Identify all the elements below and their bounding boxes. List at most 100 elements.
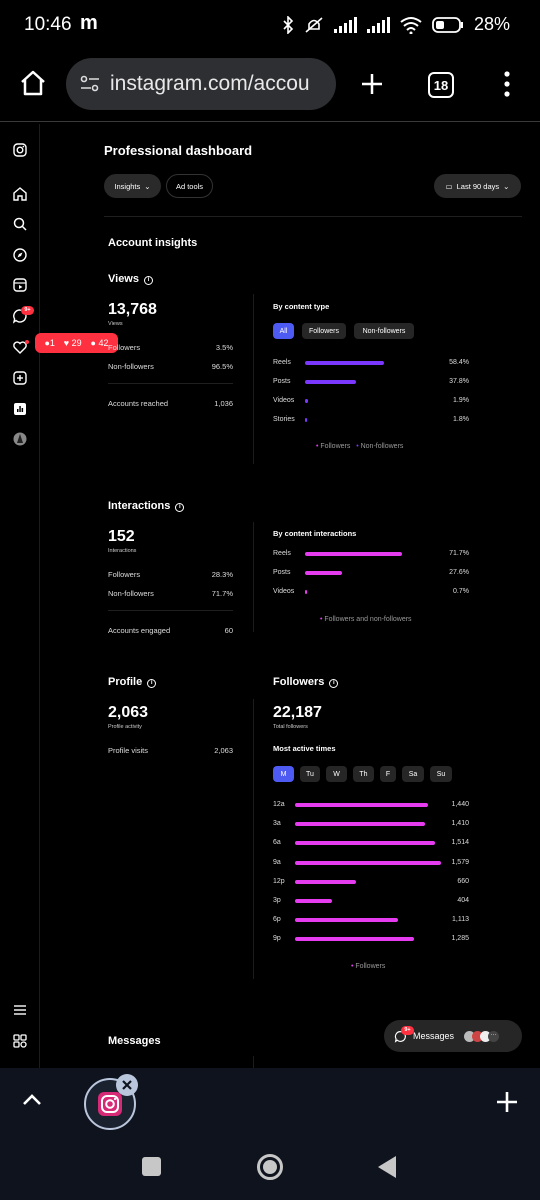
views-nonfollowers-value: 96.5% [211,362,233,371]
filter-all[interactable]: All [273,323,294,339]
recents-button[interactable] [142,1157,161,1176]
bluetooth-icon [283,15,294,34]
content-interaction-value: 27.6% [449,569,469,576]
filter-followers[interactable]: Followers [302,323,346,339]
time-value: 1,514 [451,839,469,847]
battery-percent: 28% [473,14,510,34]
info-icon[interactable]: i [144,276,153,285]
by-content-interactions-heading: By content interactions [273,529,357,538]
create-icon[interactable] [12,370,28,386]
messages-floating-button[interactable]: 9+ Messages ··· [384,1020,522,1052]
divider [108,610,233,611]
instagram-logo-icon[interactable] [12,142,28,158]
address-bar[interactable]: instagram.com/accou [66,58,336,110]
tab-ad-tools[interactable]: Ad tools [166,174,213,198]
chevron-up-icon[interactable] [22,1092,42,1106]
add-tab-icon[interactable] [496,1091,518,1113]
dashboard-content: Professional dashboard Insights ⌄ Ad tool… [40,124,540,1068]
new-tab-icon[interactable] [360,72,384,96]
avatar [472,1030,484,1042]
signal-icon [333,16,357,33]
content-interaction-value: 0.7% [453,588,469,595]
page-title: Professional dashboard [104,143,253,158]
date-range-selector[interactable]: ▭ Last 90 days ⌄ [434,174,521,198]
comment-icon: ● [44,338,50,348]
like-count: ♥ 29 [63,338,82,348]
bottom-bar [0,1068,540,1200]
day-chip-su[interactable]: Su [430,766,452,782]
account-insights-heading: Account insights [108,237,198,249]
url-text: instagram.com/accou [110,72,310,95]
follow-count: ● 42 [90,338,109,348]
day-chip-tu[interactable]: Tu [300,766,320,782]
chart-legend: • Followers [351,963,386,970]
time-value: 404 [457,897,469,904]
notifications-heart-icon[interactable] [12,339,28,355]
interactions-sublabel: Interactions [108,548,137,554]
app-notification-icon: m [80,12,98,34]
tab-switcher-button[interactable]: 18 [428,72,454,98]
time-label: 6p [273,916,281,924]
time-value: 1,285 [451,935,469,943]
filter-non-followers[interactable]: Non-followers [354,323,414,339]
back-button[interactable] [377,1155,397,1179]
messages-button-label: Messages [413,1031,455,1041]
also-from-meta-icon[interactable] [12,1033,28,1049]
content-interaction-value: 71.7% [449,550,469,557]
column-divider [253,522,254,632]
accounts-engaged-value: 60 [224,626,233,635]
dashboard-icon[interactable] [12,401,28,417]
browser-toolbar: instagram.com/accou 18 [0,52,540,122]
time-label: 12p [273,877,285,885]
time-bar [295,860,441,865]
day-chip-w[interactable]: W [326,766,347,782]
time-label: 9a [273,858,281,866]
explore-compass-icon[interactable] [12,247,28,263]
home-icon[interactable] [18,68,48,98]
search-icon[interactable] [12,216,28,232]
content-type-bar [305,418,308,422]
site-settings-icon[interactable] [80,75,100,93]
day-chip-f[interactable]: F [380,766,396,782]
chevron-down-icon: ⌄ [503,181,510,191]
time-bar [295,822,426,827]
reels-icon[interactable] [12,277,28,293]
signal-2-icon [366,16,390,33]
more-icon: ··· [488,1030,500,1042]
profile-sublabel: Profile activity [108,724,142,730]
instagram-tab-bubble[interactable] [84,1078,136,1130]
home-button[interactable] [257,1154,283,1180]
messages-heading: Messages [108,1035,161,1047]
views-followers-label: Followers [108,343,141,352]
time-bar [295,879,357,884]
time-label: 9p [273,935,281,943]
content-interaction-label: Posts [273,569,291,576]
day-chip-m[interactable]: M [273,766,294,782]
content-interaction-bar [305,590,307,594]
info-icon[interactable]: i [329,679,339,688]
profile-heading: Profile i [108,676,157,688]
divider [104,216,522,217]
menu-icon[interactable] [12,1002,28,1018]
column-divider [253,294,254,464]
info-icon[interactable]: i [147,679,157,688]
clock: 10:46 [24,14,72,35]
interactions-nonfollowers-value: 71.7% [211,589,233,598]
activity-popup[interactable]: ●1 ♥ 29 ● 42 [35,333,118,353]
messages-button-badge: 9+ [401,1026,414,1035]
time-label: 12a [273,801,285,808]
content-type-value: 37.8% [449,378,469,385]
content-interaction-label: Reels [273,550,291,557]
close-bubble-button[interactable] [116,1074,138,1096]
chart-legend: • Followers and non-followers [320,616,412,623]
content-type-value: 1.8% [453,416,469,423]
info-icon[interactable]: i [175,503,185,512]
home-nav-icon[interactable] [12,186,28,202]
time-value: 1,113 [452,916,469,924]
day-chip-th[interactable]: Th [353,766,374,782]
day-chip-sa[interactable]: Sa [402,766,424,782]
followers-heading: Followers i [273,676,339,688]
more-menu-icon[interactable] [500,70,514,98]
profile-avatar-icon[interactable] [12,431,28,447]
tab-insights[interactable]: Insights ⌄ [104,174,161,198]
